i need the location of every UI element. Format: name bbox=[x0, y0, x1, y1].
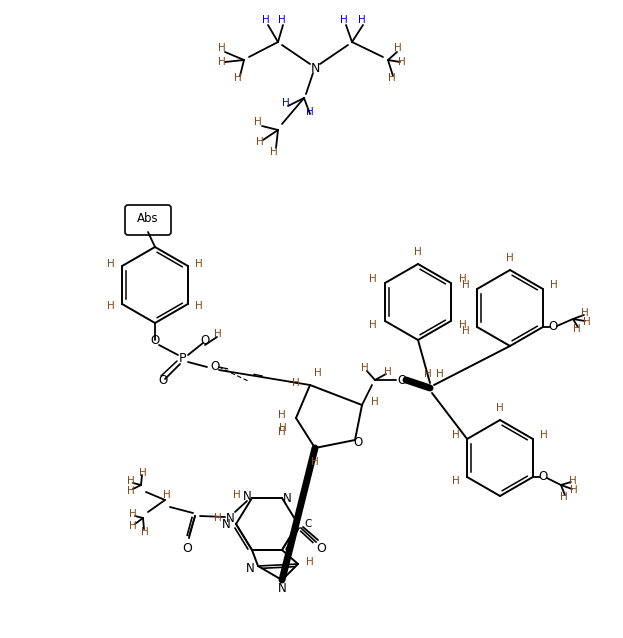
Text: H: H bbox=[361, 363, 369, 373]
Text: O: O bbox=[150, 334, 159, 348]
Text: H: H bbox=[570, 485, 578, 495]
Text: H: H bbox=[424, 369, 432, 379]
Text: H: H bbox=[214, 329, 222, 339]
Text: H: H bbox=[195, 259, 202, 269]
Text: P: P bbox=[179, 353, 187, 366]
Text: O: O bbox=[397, 373, 407, 387]
Text: H: H bbox=[214, 513, 222, 523]
Text: Abs: Abs bbox=[137, 212, 159, 225]
Text: N: N bbox=[222, 517, 231, 531]
Text: N: N bbox=[242, 489, 251, 503]
Text: H: H bbox=[369, 274, 377, 284]
Text: O: O bbox=[316, 542, 326, 554]
Text: H: H bbox=[358, 15, 366, 25]
Text: H: H bbox=[560, 492, 568, 502]
Text: H: H bbox=[279, 423, 287, 433]
Text: H: H bbox=[496, 403, 504, 413]
Text: N: N bbox=[226, 512, 234, 524]
Text: O: O bbox=[158, 375, 168, 387]
Text: H: H bbox=[262, 15, 270, 25]
Text: H: H bbox=[459, 320, 467, 330]
Text: O: O bbox=[353, 436, 363, 450]
Text: H: H bbox=[452, 476, 460, 486]
Text: H: H bbox=[569, 476, 577, 486]
Text: H: H bbox=[129, 521, 137, 531]
Text: H: H bbox=[270, 147, 278, 157]
Text: H: H bbox=[573, 324, 581, 334]
FancyBboxPatch shape bbox=[125, 205, 171, 235]
Text: H: H bbox=[394, 43, 402, 53]
Text: H: H bbox=[218, 57, 226, 67]
Text: N: N bbox=[283, 491, 292, 505]
Text: H: H bbox=[278, 427, 286, 437]
Text: H: H bbox=[388, 73, 396, 83]
Text: H: H bbox=[314, 368, 322, 378]
Text: O: O bbox=[211, 360, 220, 373]
Text: H: H bbox=[218, 43, 226, 53]
Text: H: H bbox=[340, 15, 348, 25]
Text: H: H bbox=[384, 367, 392, 377]
Text: H: H bbox=[195, 301, 202, 311]
Text: H: H bbox=[129, 509, 137, 519]
Text: H: H bbox=[107, 259, 115, 269]
Text: H: H bbox=[282, 98, 290, 108]
Text: H: H bbox=[540, 430, 548, 440]
Text: H: H bbox=[234, 73, 242, 83]
Text: O: O bbox=[548, 320, 558, 334]
Text: H: H bbox=[278, 410, 286, 420]
Text: H: H bbox=[306, 107, 314, 117]
Text: H: H bbox=[311, 457, 319, 467]
Text: H: H bbox=[581, 308, 589, 318]
Text: H: H bbox=[506, 253, 514, 263]
Text: H: H bbox=[127, 476, 135, 486]
Text: H: H bbox=[398, 57, 406, 67]
Text: H: H bbox=[254, 117, 262, 127]
Text: H: H bbox=[436, 369, 444, 379]
Text: N: N bbox=[278, 581, 287, 595]
Text: H: H bbox=[371, 397, 379, 407]
Text: H: H bbox=[139, 468, 147, 478]
Text: H: H bbox=[583, 317, 591, 327]
Text: H: H bbox=[278, 15, 286, 25]
Text: O: O bbox=[538, 470, 548, 484]
Text: H: H bbox=[462, 280, 470, 290]
Text: C: C bbox=[304, 519, 312, 529]
Text: H: H bbox=[414, 247, 422, 257]
Text: N: N bbox=[245, 563, 254, 575]
Text: H: H bbox=[459, 274, 467, 284]
Text: H: H bbox=[550, 280, 558, 290]
Text: H: H bbox=[141, 527, 149, 537]
Text: H: H bbox=[462, 326, 470, 336]
Text: H: H bbox=[452, 430, 460, 440]
Text: O: O bbox=[182, 542, 192, 554]
Text: H: H bbox=[107, 301, 115, 311]
Text: H: H bbox=[369, 320, 377, 330]
Text: H: H bbox=[256, 137, 264, 147]
Text: N: N bbox=[310, 61, 320, 75]
Text: O: O bbox=[201, 334, 209, 348]
Text: H: H bbox=[233, 490, 241, 500]
Text: H: H bbox=[127, 486, 135, 496]
Text: H: H bbox=[292, 378, 300, 388]
Text: H: H bbox=[306, 557, 314, 567]
Text: H: H bbox=[163, 490, 171, 500]
